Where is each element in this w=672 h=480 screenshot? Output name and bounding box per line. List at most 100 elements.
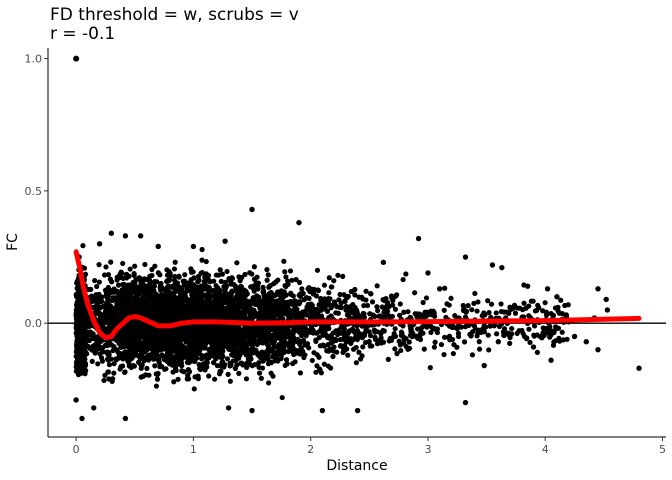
data-point bbox=[106, 286, 112, 293]
data-point bbox=[526, 313, 532, 319]
data-point bbox=[87, 329, 94, 335]
data-point bbox=[219, 271, 225, 277]
data-point bbox=[286, 314, 292, 320]
data-point bbox=[294, 326, 300, 332]
data-point bbox=[113, 335, 120, 341]
data-point bbox=[130, 362, 136, 369]
data-point bbox=[172, 289, 178, 295]
data-point bbox=[321, 329, 327, 335]
data-point bbox=[238, 339, 244, 345]
data-point bbox=[102, 372, 108, 378]
data-point bbox=[546, 325, 552, 331]
data-point bbox=[189, 281, 195, 287]
data-point bbox=[374, 283, 380, 289]
data-point bbox=[275, 335, 281, 341]
data-point bbox=[354, 323, 360, 329]
data-point bbox=[181, 334, 188, 340]
data-point bbox=[543, 312, 550, 318]
data-point bbox=[381, 328, 387, 334]
data-point bbox=[299, 286, 305, 292]
data-point bbox=[129, 307, 135, 313]
data-point bbox=[363, 297, 369, 303]
data-point bbox=[428, 308, 434, 314]
data-point bbox=[485, 298, 491, 304]
data-point bbox=[261, 288, 267, 294]
data-point bbox=[264, 277, 270, 283]
data-point bbox=[418, 326, 424, 332]
data-point bbox=[232, 353, 239, 359]
data-point bbox=[551, 329, 557, 336]
data-point bbox=[178, 342, 184, 348]
data-point bbox=[184, 376, 190, 382]
data-point bbox=[318, 307, 324, 313]
data-point bbox=[285, 341, 291, 347]
data-point bbox=[154, 376, 161, 382]
data-point bbox=[207, 353, 213, 359]
data-point bbox=[139, 362, 145, 368]
data-point bbox=[261, 355, 267, 361]
data-point bbox=[172, 259, 178, 265]
data-point bbox=[188, 336, 194, 342]
data-point bbox=[256, 294, 262, 300]
data-point bbox=[493, 310, 499, 316]
data-point bbox=[265, 343, 271, 349]
data-point bbox=[369, 343, 375, 349]
data-point bbox=[256, 360, 262, 366]
data-point bbox=[277, 314, 283, 320]
data-point bbox=[369, 299, 376, 305]
data-point bbox=[379, 304, 385, 310]
data-point bbox=[532, 323, 538, 329]
data-point bbox=[96, 279, 102, 285]
data-point bbox=[360, 344, 366, 350]
data-point bbox=[183, 351, 189, 358]
data-point bbox=[184, 299, 190, 305]
data-point bbox=[149, 337, 155, 343]
data-point bbox=[211, 278, 217, 284]
data-point bbox=[241, 287, 248, 293]
data-point bbox=[123, 300, 130, 306]
data-point bbox=[256, 370, 263, 376]
data-point bbox=[215, 292, 222, 298]
data-point bbox=[311, 350, 317, 356]
data-point bbox=[378, 331, 384, 337]
data-point bbox=[292, 298, 298, 304]
data-point bbox=[217, 267, 223, 273]
data-point bbox=[108, 356, 114, 362]
data-point bbox=[266, 283, 272, 290]
data-point bbox=[551, 339, 557, 345]
data-point bbox=[557, 338, 563, 344]
data-point bbox=[144, 347, 150, 353]
data-point bbox=[242, 271, 248, 278]
data-point bbox=[340, 273, 346, 279]
data-point bbox=[195, 376, 201, 382]
data-point bbox=[278, 288, 284, 294]
data-point bbox=[304, 304, 310, 310]
data-point bbox=[313, 310, 320, 316]
data-point bbox=[196, 289, 202, 295]
data-point bbox=[375, 308, 381, 314]
data-point bbox=[182, 272, 188, 278]
data-point bbox=[96, 262, 102, 268]
data-point bbox=[256, 364, 262, 370]
data-point bbox=[146, 291, 152, 297]
data-point bbox=[475, 330, 481, 336]
data-point bbox=[286, 307, 292, 313]
data-point bbox=[201, 353, 207, 359]
data-point bbox=[232, 325, 238, 332]
data-point bbox=[271, 280, 277, 287]
data-point bbox=[237, 290, 243, 296]
data-point bbox=[210, 360, 217, 366]
point-cloud bbox=[73, 243, 572, 401]
data-point bbox=[145, 325, 151, 331]
data-point bbox=[466, 322, 472, 329]
data-point bbox=[143, 372, 149, 378]
data-point bbox=[108, 342, 115, 348]
data-point bbox=[266, 297, 272, 303]
data-point bbox=[434, 329, 441, 336]
data-point bbox=[81, 265, 88, 271]
data-point bbox=[392, 306, 399, 312]
data-point bbox=[476, 339, 482, 345]
data-point bbox=[442, 285, 448, 291]
data-point bbox=[115, 349, 121, 355]
data-point bbox=[397, 312, 403, 318]
